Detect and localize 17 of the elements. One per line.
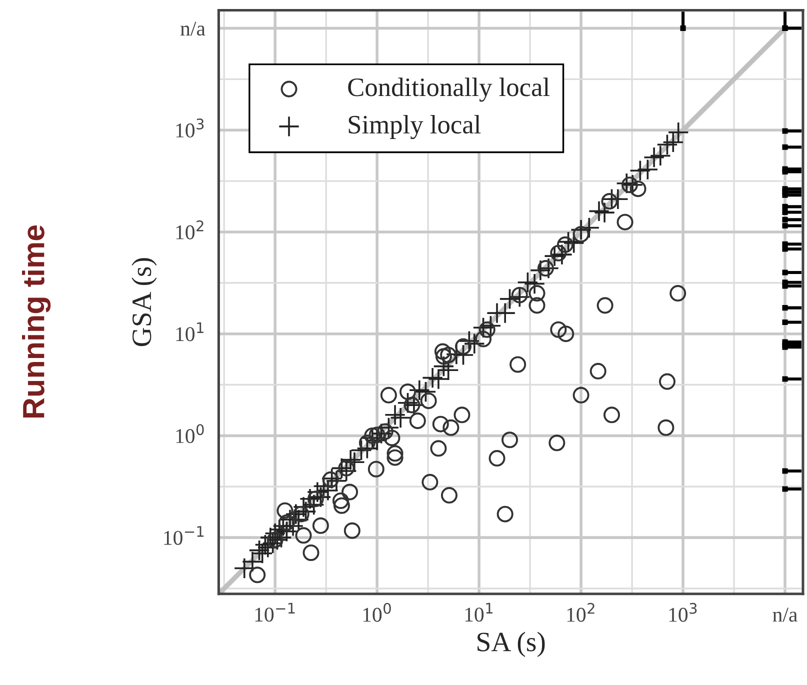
y-tick-label: n/a <box>180 22 206 36</box>
x-tick-label: 10$^{1}$ <box>465 602 492 622</box>
y-tick-label: 10$^{3}$ <box>176 118 204 138</box>
x-tick-label: 10$^{2}$ <box>567 602 594 622</box>
y-tick-label: 10$^{−1}$ <box>164 526 204 545</box>
legend-label: Simply local <box>348 115 481 140</box>
x-tick-label: 10$^{−1}$ <box>255 602 295 622</box>
x-tick-label: n/a <box>772 608 798 622</box>
y-tick-label: 10$^{0}$ <box>176 424 204 444</box>
x-tick-label: 10$^{3}$ <box>669 602 697 622</box>
y-tick-label: 10$^{1}$ <box>176 322 204 342</box>
x-tick-label: 10$^{0}$ <box>363 602 391 622</box>
y-tick-label: 10$^{2}$ <box>176 220 204 240</box>
x-axis-title: SA (s) <box>478 632 545 658</box>
legend-label: Conditionally local <box>348 78 550 102</box>
y-axis-title: GSA (s) <box>132 258 157 346</box>
text: Running time <box>22 225 51 418</box>
